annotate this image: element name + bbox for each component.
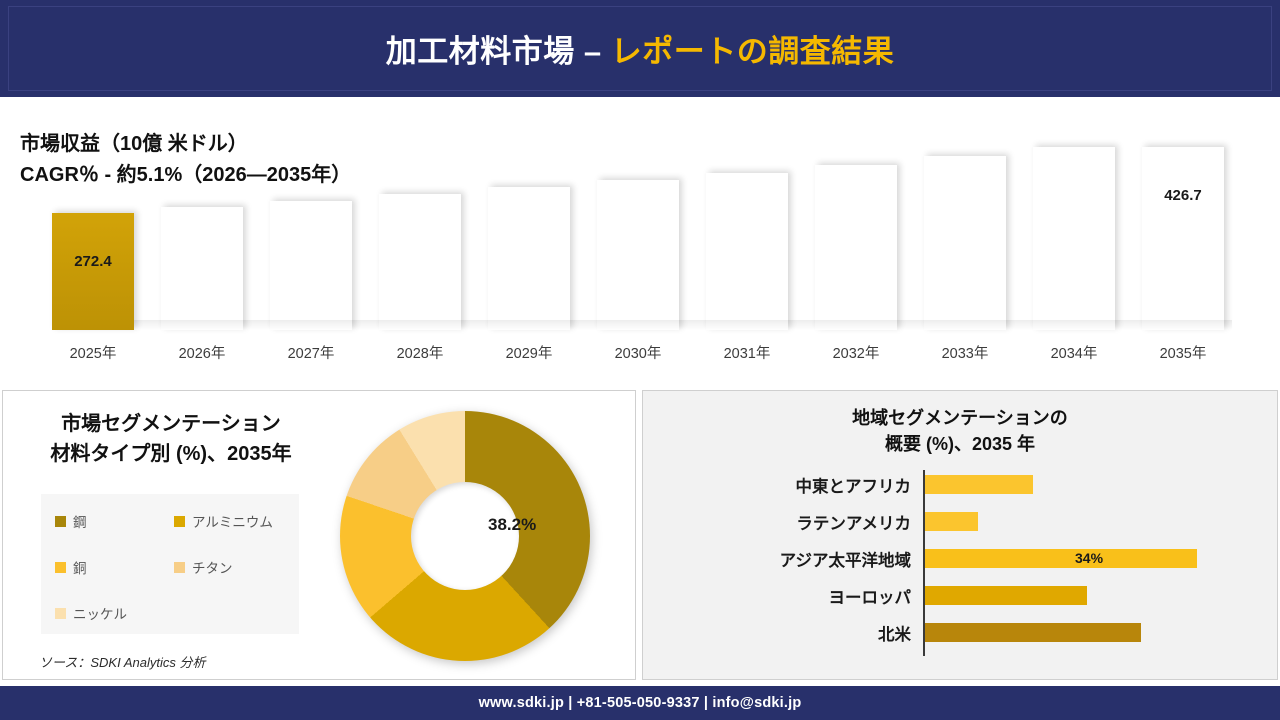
regional-segmentation-title: 地域セグメンテーションの 概要 (%)、2035 年 bbox=[643, 405, 1277, 457]
bar-column: 2034年 bbox=[1033, 137, 1115, 377]
region-label: 北米 bbox=[878, 625, 911, 644]
region-row: ラテンアメリカ bbox=[643, 503, 1279, 540]
market-revenue-bar-chart: 272.4 2025年 2026年 2027年 2028年 2029年 2030年 2031年… bbox=[52, 137, 1232, 377]
legend-swatch-icon bbox=[55, 561, 66, 573]
legend-swatch-icon bbox=[174, 515, 185, 527]
region-bar-value-label: 34% bbox=[1075, 550, 1104, 566]
bar-column: 272.4 2025年 bbox=[52, 137, 134, 377]
revenue-unit-label: 市場収益（10億 米ドル） bbox=[20, 133, 248, 155]
legend-label: ニッケル bbox=[73, 607, 127, 622]
legend-swatch-icon bbox=[55, 607, 66, 619]
legend-label: チタン bbox=[192, 561, 233, 576]
region-row: アジア太平洋地域 34% bbox=[643, 540, 1279, 577]
regional-axis-line bbox=[923, 470, 925, 656]
region-row: 中東とアフリカ bbox=[643, 466, 1279, 503]
region-label: 中東とアフリカ bbox=[795, 477, 912, 496]
bar-column: 2026年 bbox=[161, 137, 243, 377]
region-bar bbox=[925, 623, 1141, 642]
bar-segment bbox=[706, 173, 788, 330]
legend-item: ニッケル bbox=[55, 603, 174, 623]
page-title-accent: レポートの調査結果 bbox=[610, 34, 895, 69]
bar-column: 2031年 bbox=[706, 137, 788, 377]
region-bar: 34% bbox=[925, 549, 1197, 568]
bar-segment bbox=[597, 180, 679, 330]
bar-column: 2029年 bbox=[488, 137, 570, 377]
region-bar bbox=[925, 475, 1033, 494]
bar-segment bbox=[815, 165, 897, 330]
bar-x-label: 2030年 bbox=[614, 346, 662, 362]
material-donut-wrap: 38.2% bbox=[328, 403, 618, 669]
bar-x-label: 2034年 bbox=[1050, 346, 1098, 362]
footer-contact: www.sdki.jp | +81-505-050-9337 | info@sd… bbox=[478, 695, 802, 711]
region-bar bbox=[925, 586, 1087, 605]
bar-column: 2030年 bbox=[597, 137, 679, 377]
bar-x-label: 2035年 bbox=[1159, 346, 1207, 362]
bar-value-label: 426.7 bbox=[1164, 187, 1202, 204]
legend-label: 鋼 bbox=[73, 515, 87, 530]
bar-column: 2028年 bbox=[379, 137, 461, 377]
bar-segment bbox=[161, 207, 243, 330]
page-title: 加工材料市場 – レポートの調査結果 bbox=[386, 26, 894, 71]
bar-x-label: 2025年 bbox=[69, 346, 117, 362]
bar-x-label: 2029年 bbox=[505, 346, 553, 362]
bar-segment: 426.7 bbox=[1142, 147, 1224, 330]
region-label: アジア太平洋地域 bbox=[779, 551, 911, 570]
market-revenue-subtitle: 市場収益（10億 米ドル） CAGR％ - 約5.1%（2026―2035年） bbox=[20, 129, 351, 191]
bar-segment bbox=[488, 187, 570, 330]
legend-item: 銅 bbox=[55, 557, 174, 577]
material-title-line1: 市場セグメンテーション bbox=[61, 413, 281, 435]
region-row: 北米 bbox=[643, 614, 1279, 651]
page-footer: www.sdki.jp | +81-505-050-9337 | info@sd… bbox=[0, 686, 1280, 720]
legend-item: チタン bbox=[174, 557, 293, 577]
segmentation-panels: 市場セグメンテーション 材料タイプ別 (%)、2035年 鋼 アルミニウム銅 チタン… bbox=[0, 390, 1280, 682]
legend-label: 銅 bbox=[73, 561, 87, 576]
material-segmentation-panel: 市場セグメンテーション 材料タイプ別 (%)、2035年 鋼 アルミニウム銅 チタン… bbox=[2, 390, 636, 680]
bar-segment: 272.4 bbox=[52, 213, 134, 330]
region-label: ヨーロッパ bbox=[828, 588, 912, 607]
bar-column: 2027年 bbox=[270, 137, 352, 377]
legend-item: アルミニウム bbox=[174, 511, 293, 531]
bar-x-label: 2027年 bbox=[287, 346, 335, 362]
material-legend: 鋼 アルミニウム銅 チタンニッケル bbox=[41, 494, 299, 634]
material-segmentation-title: 市場セグメンテーション 材料タイプ別 (%)、2035年 bbox=[21, 409, 321, 469]
legend-swatch-icon bbox=[174, 561, 185, 573]
region-row: ヨーロッパ bbox=[643, 577, 1279, 614]
legend-item: 鋼 bbox=[55, 511, 174, 531]
regional-title-line1: 地域セグメンテーションの bbox=[852, 408, 1068, 428]
regional-bar-chart: 中東とアフリカ ラテンアメリカアジア太平洋地域 34% ヨーロッパ北米 bbox=[643, 466, 1279, 671]
page-title-primary: 加工材料市場 – bbox=[385, 34, 602, 69]
page-header: 加工材料市場 – レポートの調査結果 bbox=[0, 0, 1280, 97]
bar-x-label: 2031年 bbox=[723, 346, 771, 362]
bar-segment bbox=[270, 201, 352, 330]
bar-x-label: 2028年 bbox=[396, 346, 444, 362]
region-bar bbox=[925, 512, 978, 531]
bar-segment bbox=[1033, 147, 1115, 330]
material-donut-chart bbox=[340, 411, 590, 661]
bar-column: 2032年 bbox=[815, 137, 897, 377]
bar-x-label: 2026年 bbox=[178, 346, 226, 362]
legend-label: アルミニウム bbox=[192, 515, 273, 530]
bar-segment bbox=[379, 194, 461, 330]
cagr-label: CAGR％ - 約5.1%（2026―2035年） bbox=[20, 164, 352, 186]
bar-x-label: 2033年 bbox=[941, 346, 989, 362]
regional-title-line2: 概要 (%)、2035 年 bbox=[884, 434, 1036, 455]
bar-x-label: 2032年 bbox=[832, 346, 880, 362]
source-note: ソース：SDKI Analytics 分析 bbox=[39, 655, 206, 670]
bar-column: 426.7 2035年 bbox=[1142, 137, 1224, 377]
bar-segment bbox=[924, 156, 1006, 330]
legend-swatch-icon bbox=[55, 515, 66, 527]
bar-value-label: 272.4 bbox=[74, 253, 112, 270]
bar-column: 2033年 bbox=[924, 137, 1006, 377]
material-title-line2: 材料タイプ別 (%)、2035年 bbox=[50, 443, 292, 465]
bar-baseline bbox=[52, 320, 1232, 330]
regional-segmentation-panel: 地域セグメンテーションの 概要 (%)、2035 年 中東とアフリカ ラテンアメリ… bbox=[642, 390, 1278, 680]
donut-primary-value: 38.2% bbox=[488, 515, 537, 534]
region-label: ラテンアメリカ bbox=[796, 514, 911, 533]
market-revenue-section: 市場収益（10億 米ドル） CAGR％ - 約5.1%（2026―2035年） … bbox=[0, 97, 1280, 387]
